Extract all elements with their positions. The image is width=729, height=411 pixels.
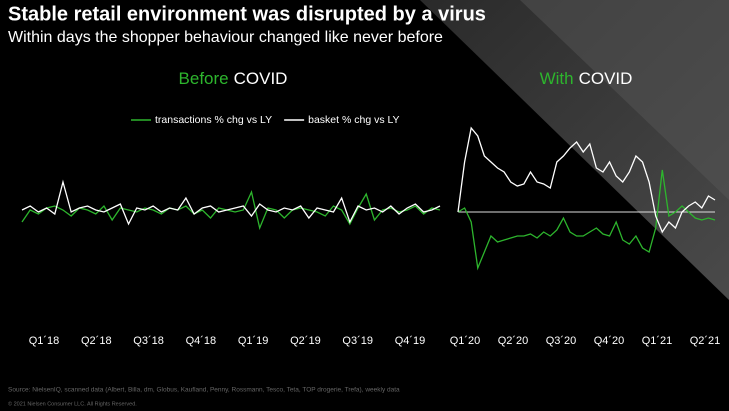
legend-label: basket % chg vs LY: [308, 114, 399, 126]
x-tick-label: Q3´18: [133, 335, 164, 347]
x-tick-label: Q2´18: [81, 335, 112, 347]
series-line: [21, 179, 441, 226]
legend-label: transactions % chg vs LY: [155, 114, 272, 126]
x-tick-label: Q2´20: [498, 335, 529, 347]
panel-title-part: COVID: [234, 69, 288, 88]
x-tick-label: Q1´19: [238, 335, 269, 347]
x-tick-label: Q4´18: [186, 335, 217, 347]
series-line: [457, 126, 716, 234]
x-tick-label: Q4´19: [395, 335, 426, 347]
panel-title-part: With: [540, 69, 574, 88]
panel-title: Before COVID: [179, 69, 288, 88]
x-tick-label: Q1´20: [450, 335, 481, 347]
series-line: [457, 169, 716, 271]
panel-title-part: COVID: [579, 69, 633, 88]
subtitle: Within days the shopper behaviour change…: [8, 29, 443, 46]
x-tick-label: Q2´19: [290, 335, 321, 347]
panel-title-part: Before: [179, 69, 229, 88]
series-line: [21, 189, 441, 231]
x-tick-label: Q1´21: [642, 335, 673, 347]
x-tick-label: Q4´20: [594, 335, 625, 347]
source: Source: NielsenIQ, scanned data (Albert,…: [8, 387, 400, 394]
x-tick-label: Q1´18: [29, 335, 60, 347]
shade-band: [520, 0, 729, 200]
x-tick-label: Q3´19: [342, 335, 373, 347]
x-tick-label: Q2´21: [690, 335, 721, 347]
copyright: © 2021 Nielsen Consumer LLC. All Rights …: [8, 400, 137, 407]
x-tick-label: Q3´20: [546, 335, 577, 347]
panel-title: With COVID: [540, 69, 633, 88]
title: Stable retail environment was disrupted …: [8, 3, 486, 25]
